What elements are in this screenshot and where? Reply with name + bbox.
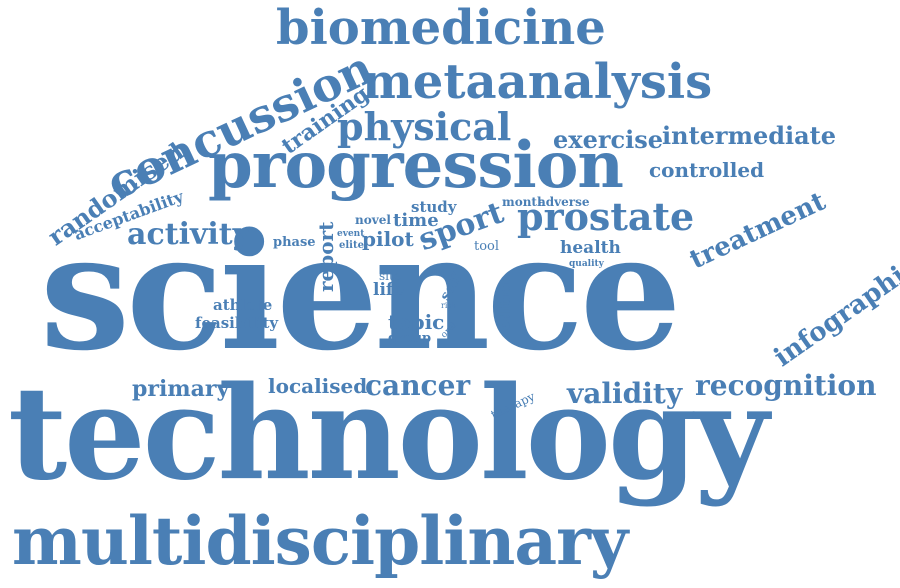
word-tool: tool (474, 239, 500, 254)
word-controlled: controlled (649, 158, 765, 182)
word-risk: risk (441, 301, 457, 310)
word-infographic: infographic (768, 251, 900, 373)
word-study: study (411, 198, 457, 216)
word-topic: topic (388, 310, 445, 334)
word-recognition: recognition (695, 369, 877, 402)
word-multidisciplinary: multidisciplinary (12, 502, 628, 580)
word-life: life (373, 280, 405, 300)
word-exercise: exercise (553, 125, 664, 154)
word-adverse: adverse (538, 195, 590, 209)
word-phase: phase (273, 235, 316, 250)
word-report: report (314, 221, 338, 292)
word-science: science (40, 198, 682, 386)
word-feasibility: feasibility (195, 314, 279, 332)
word-validity: validity (567, 377, 683, 410)
word-min: min (431, 267, 445, 275)
word-site: site (379, 269, 401, 283)
word-group: group (388, 331, 432, 346)
word-month: month (502, 195, 546, 209)
word-progression: progression (208, 128, 624, 203)
word-elite: elite (339, 240, 364, 251)
word-athlete: athlete (213, 296, 273, 314)
word-novel: novel (355, 213, 391, 227)
word-prostate: prostate (517, 194, 695, 239)
word-metaanalysis: metaanalysis (362, 54, 713, 110)
word-physical: physical (337, 104, 512, 149)
word-biomedicine: biomedicine (276, 0, 606, 56)
word-treatment: treatment (685, 186, 831, 276)
word-health: health (560, 238, 621, 258)
word-time: time (393, 210, 439, 231)
word-activity: activity (127, 217, 251, 252)
word-event: event (337, 229, 365, 239)
word-primary: primary (132, 376, 230, 402)
word-quality: quality (569, 259, 604, 269)
word-pilot: pilot (362, 227, 414, 251)
word-edition: edition (498, 274, 514, 330)
word-localised: localised (268, 374, 368, 398)
word-cancer: cancer (365, 369, 471, 402)
word-technology: technology (8, 359, 769, 509)
word-intermediate: intermediate (662, 121, 837, 150)
